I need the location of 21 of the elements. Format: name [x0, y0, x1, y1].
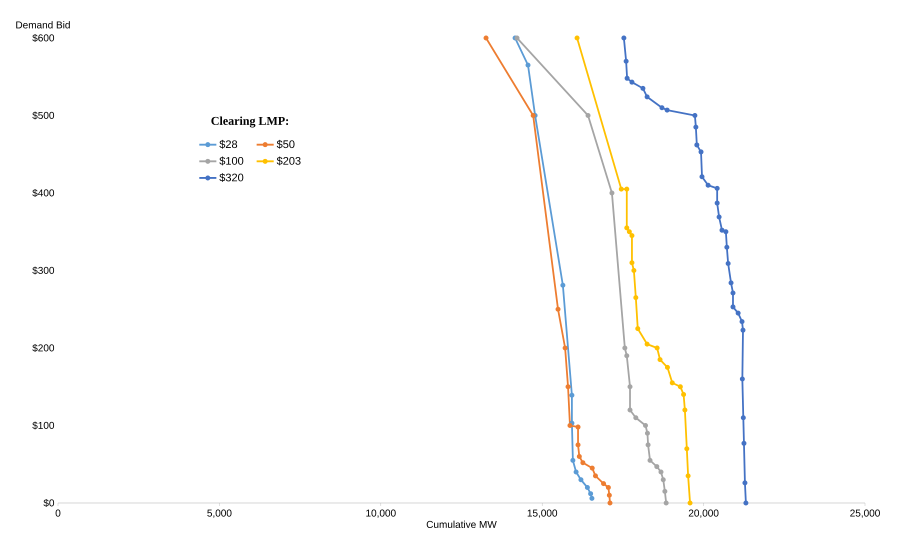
y-tick-label: $100 — [32, 421, 54, 430]
x-tick-label: 20,000 — [688, 510, 719, 518]
y-tick-label: $0 — [43, 498, 54, 508]
x-tick-label: 15,000 — [528, 510, 558, 518]
y-tick-label: $600 — [32, 34, 54, 42]
y-tick-label: $500 — [32, 111, 54, 120]
x-tick-label: 25,000 — [850, 510, 880, 518]
legend-label: $320 — [219, 173, 244, 182]
legend-label: $100 — [219, 156, 244, 166]
y-tick-label: $300 — [32, 266, 54, 275]
legend-label: $28 — [219, 140, 238, 149]
x-tick-label: 5,000 — [207, 510, 232, 518]
x-tick-label: 0 — [56, 510, 60, 517]
x-axis-title: Cumulative MW — [426, 520, 497, 528]
legend-label: $50 — [276, 140, 295, 149]
y-axis-title: Demand Bid — [16, 21, 70, 28]
y-tick-label: $400 — [32, 188, 54, 198]
legend-label: $203 — [276, 156, 301, 166]
y-tick-label: $200 — [32, 344, 54, 352]
legend-title: Clearing LMP: — [211, 116, 288, 128]
x-tick-label: 10,000 — [366, 510, 396, 518]
